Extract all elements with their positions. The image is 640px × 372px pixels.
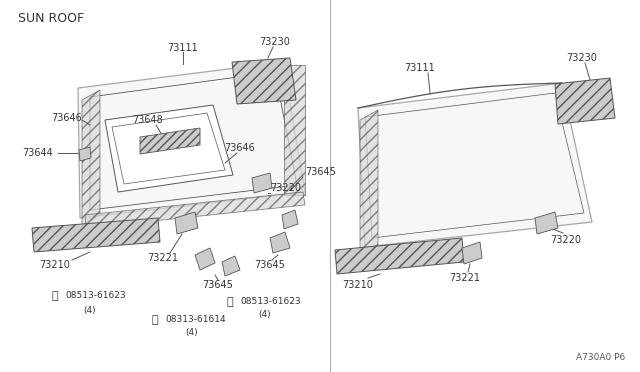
Polygon shape [105, 105, 233, 192]
Text: A730A0 P6: A730A0 P6 [576, 353, 625, 362]
Text: Ⓢ: Ⓢ [227, 297, 234, 307]
Text: 73111: 73111 [404, 63, 435, 73]
Text: 73230: 73230 [260, 37, 291, 47]
Text: 08513-61623: 08513-61623 [240, 298, 301, 307]
Polygon shape [282, 210, 298, 229]
Polygon shape [78, 62, 305, 218]
Text: 08513-61623: 08513-61623 [65, 292, 125, 301]
Polygon shape [232, 58, 296, 104]
Polygon shape [175, 212, 198, 234]
Text: (4): (4) [259, 311, 271, 320]
Text: 73210: 73210 [342, 280, 373, 290]
Polygon shape [284, 65, 305, 195]
Polygon shape [195, 248, 215, 270]
Text: 73220: 73220 [270, 183, 301, 193]
Polygon shape [335, 238, 464, 274]
Polygon shape [140, 128, 200, 154]
Text: 73648: 73648 [132, 115, 163, 125]
Polygon shape [535, 212, 558, 234]
Text: 08313-61614: 08313-61614 [165, 315, 226, 324]
Polygon shape [85, 192, 305, 228]
Text: 73221: 73221 [147, 253, 179, 263]
Text: 73645: 73645 [255, 260, 285, 270]
Text: 73644: 73644 [22, 148, 53, 158]
Polygon shape [222, 256, 240, 276]
Polygon shape [360, 110, 378, 255]
Polygon shape [252, 173, 272, 193]
Text: 73111: 73111 [168, 43, 198, 53]
Text: 73230: 73230 [566, 53, 597, 63]
Polygon shape [462, 242, 482, 264]
Text: (4): (4) [84, 305, 96, 314]
Polygon shape [32, 218, 160, 252]
Polygon shape [270, 232, 290, 253]
Text: 73220: 73220 [550, 235, 582, 245]
Text: 73221: 73221 [449, 273, 481, 283]
Text: Ⓢ: Ⓢ [52, 291, 58, 301]
Text: 73210: 73210 [40, 260, 70, 270]
Polygon shape [79, 147, 91, 161]
Text: (4): (4) [186, 328, 198, 337]
Polygon shape [358, 83, 592, 247]
Text: Ⓢ: Ⓢ [152, 315, 158, 325]
Text: SUN ROOF: SUN ROOF [18, 12, 84, 25]
Text: 73646: 73646 [52, 113, 83, 123]
Polygon shape [112, 113, 225, 184]
Polygon shape [82, 90, 100, 225]
Text: 73645: 73645 [203, 280, 234, 290]
Text: 73645: 73645 [305, 167, 336, 177]
Polygon shape [555, 78, 615, 124]
Text: 73646: 73646 [225, 143, 255, 153]
